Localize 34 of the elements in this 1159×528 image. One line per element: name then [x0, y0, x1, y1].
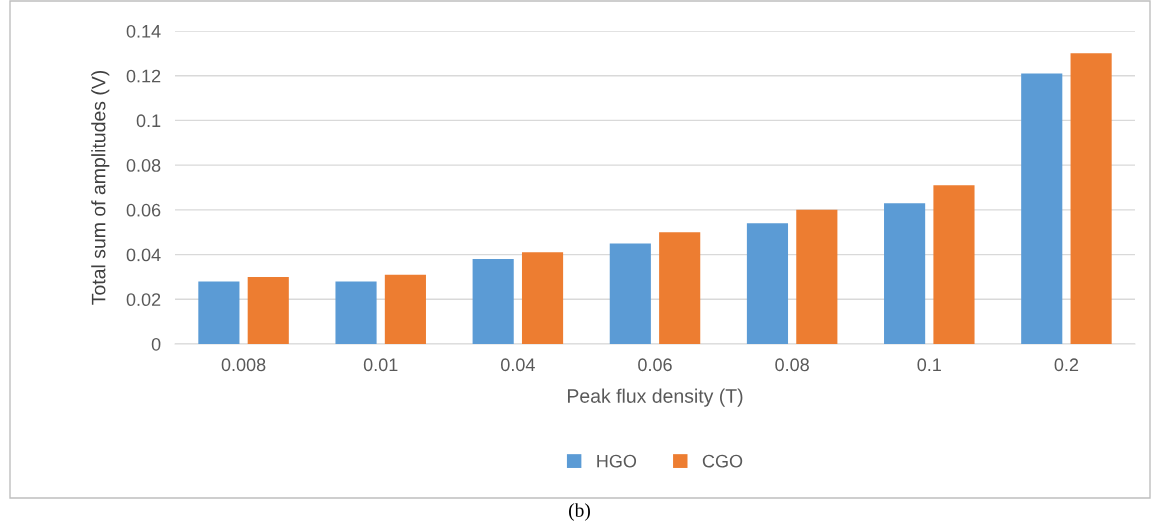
y-tick-label: 0.06 — [126, 203, 161, 217]
x-tick-label: 0.04 — [500, 358, 535, 372]
y-tick-label: 0.1 — [136, 114, 161, 128]
bar — [335, 281, 377, 344]
x-tick-label: 0.08 — [775, 358, 809, 372]
x-axis-title: Peak flux density (T) — [567, 388, 743, 407]
bar — [384, 274, 426, 344]
bar — [472, 259, 514, 344]
legend-label: HGO — [597, 454, 637, 468]
bar — [1070, 53, 1112, 344]
text: (b) — [569, 503, 590, 521]
y-tick-label: 0.12 — [126, 69, 161, 83]
y-tick-label: 0.08 — [126, 159, 161, 172]
y-tick-label: 0 — [151, 337, 161, 351]
legend-label: CGO — [702, 454, 743, 468]
x-tick-label: 0.2 — [1054, 358, 1079, 372]
bar — [609, 243, 651, 344]
x-tick-label: 0.06 — [638, 358, 672, 372]
bar — [521, 252, 564, 344]
bar — [884, 203, 926, 344]
y-axis-title: Total sum of amplitudes (V) — [91, 70, 110, 305]
bar — [659, 232, 701, 344]
y-tick-label: 0.04 — [126, 248, 161, 262]
bar — [933, 185, 975, 344]
x-tick-label: 0.01 — [363, 358, 398, 372]
y-tick-label: 0.02 — [126, 293, 161, 307]
bar — [247, 276, 289, 344]
y-tick-label: 0.14 — [126, 24, 161, 38]
bar — [1021, 73, 1063, 344]
x-tick-label: 0.1 — [917, 358, 941, 372]
x-tick-label: 0.008 — [221, 358, 266, 372]
bar — [746, 223, 789, 344]
bar — [198, 281, 240, 344]
bar — [796, 209, 838, 344]
